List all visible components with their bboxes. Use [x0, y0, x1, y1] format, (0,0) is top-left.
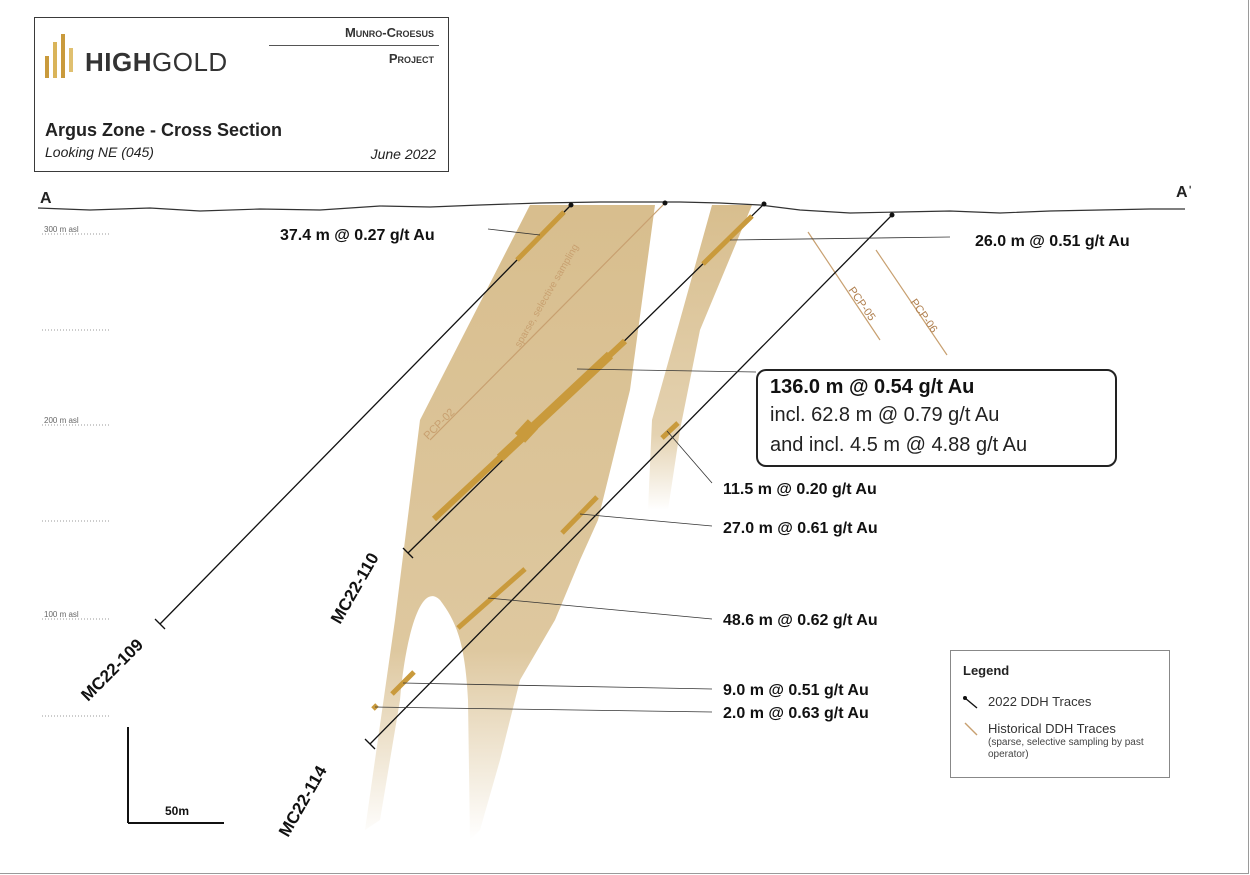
callout-included-2: and incl. 4.5 m @ 4.88 g/t Au: [770, 434, 1028, 456]
highgold-logo-icon: [45, 34, 73, 78]
map-title: Argus Zone - Cross Section: [45, 120, 283, 140]
legend-historical-trace-icon: [964, 722, 978, 736]
project-name: Munro-Croesus Project: [344, 25, 434, 66]
legend-item-historical-note: (sparse, selective sampling by past oper…: [988, 737, 1144, 760]
legend-item-historical: Historical DDH Traces: [988, 721, 1116, 736]
pcp-06-label: PCP-06: [908, 297, 940, 335]
drill-hole-mc22-109: [159, 204, 572, 625]
legend-item-2022: 2022 DDH Traces: [988, 694, 1092, 709]
topography-line: [37, 201, 1185, 214]
intercept-label-mc22-114-c: 48.6 m @ 0.62 g/t Au: [723, 612, 878, 629]
map-orientation: Looking NE (045): [45, 144, 154, 160]
elevation-label-100: 100 m asl: [44, 610, 79, 619]
main-intercept-callout: 136.0 m @ 0.54 g/t Au incl. 62.8 m @ 0.7…: [756, 369, 1117, 467]
legend: Legend 2022 DDH Traces Historical DDH Tr…: [950, 650, 1170, 778]
map-date: June 2022: [370, 146, 436, 162]
mineral-zone-main: [365, 205, 655, 840]
callout-headline: 136.0 m @ 0.54 g/t Au: [770, 376, 975, 398]
title-block: HIGHGOLD Munro-Croesus Project Argus Zon…: [34, 17, 449, 172]
elevation-label-300: 300 m asl: [44, 225, 79, 234]
intercept-label-mc22-114-a: 11.5 m @ 0.20 g/t Au: [723, 481, 877, 498]
legend-2022-trace-icon: [963, 696, 978, 709]
historical-hole-pcp-05: [807, 231, 881, 341]
hole-label-mc22-110: MC22-110: [327, 550, 383, 627]
callout-included-1: incl. 62.8 m @ 0.79 g/t Au: [770, 404, 1000, 426]
intercept-label-mc22-114-d: 9.0 m @ 0.51 g/t Au: [723, 682, 869, 699]
drill-hole-mc22-114: [369, 214, 893, 745]
section-end-label: Aˈ: [1176, 184, 1193, 201]
pcp-05-label: PCP-05: [846, 285, 878, 323]
section-start-label: A: [40, 190, 52, 207]
historical-hole-pcp-02: [429, 202, 666, 441]
scale-bar-label: 50m: [165, 804, 189, 818]
intercept-label-mc22-110-upper: 26.0 m @ 0.51 g/t Au: [975, 233, 1130, 250]
elevation-label-200: 200 m asl: [44, 416, 79, 425]
mineral-zone-east: [648, 205, 752, 510]
hole-label-mc22-114: MC22-114: [275, 762, 331, 840]
hole-label-mc22-109: MC22-109: [77, 635, 147, 705]
historical-hole-pcp-06: [875, 249, 948, 356]
intercept-label-mc22-109: 37.4 m @ 0.27 g/t Au: [280, 227, 435, 244]
intercept-label-mc22-114-e: 2.0 m @ 0.63 g/t Au: [723, 705, 869, 722]
company-logo: HIGHGOLD: [85, 47, 228, 77]
legend-title: Legend: [963, 663, 1010, 678]
intercept-label-mc22-114-b: 27.0 m @ 0.61 g/t Au: [723, 520, 878, 537]
